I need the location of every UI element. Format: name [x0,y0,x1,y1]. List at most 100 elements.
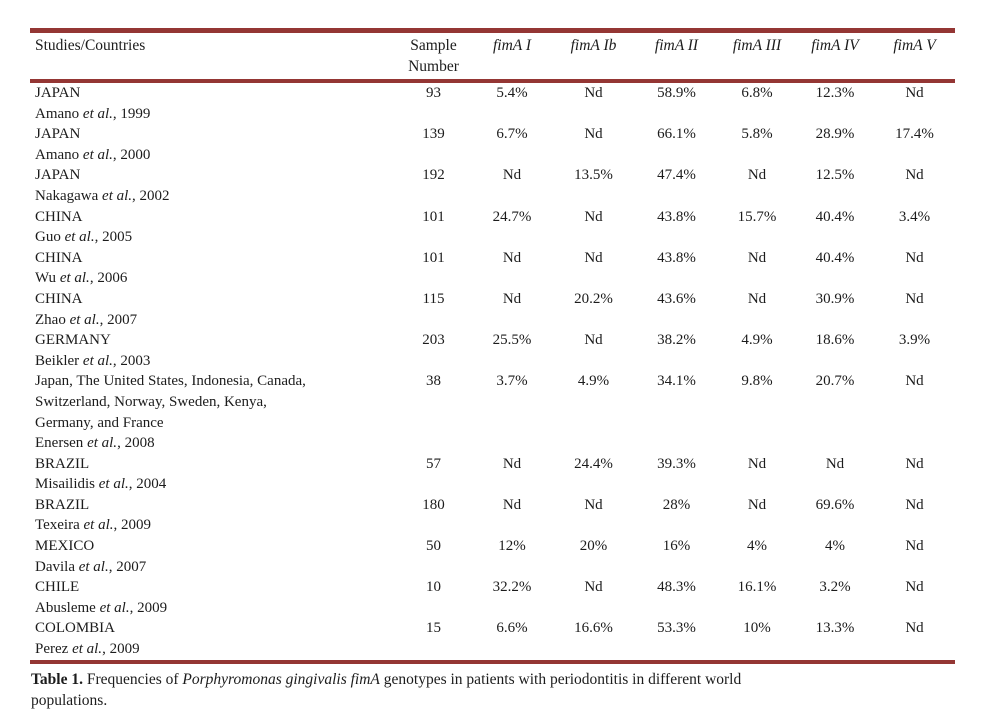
citation-suffix: , 2003 [112,352,151,369]
table-row: JAPAN Amano et al., 1999 93 5.4% Nd 58.9%… [30,81,955,124]
value-cell: 139 [422,126,445,143]
value-cell: 4.9% [741,332,773,349]
caption-species-name: Porphyromonas gingivalis fimA [182,670,380,688]
table-row: CHINA Guo et al., 2005 101 24.7% Nd 43.8%… [30,207,955,248]
value-cell: 20.7% [815,373,855,390]
citation-etal: et al. [102,187,133,204]
value-cell: Nd [747,290,767,307]
citation: Abusleme et al., 2009 [35,598,395,619]
value-cell: 28.9% [815,126,855,143]
table-row: Japan, The United States, Indonesia, Can… [30,371,955,453]
study-line: CHINA [35,208,83,225]
value-cell: 53.3% [657,620,696,637]
citation-etal: et al. [98,476,129,493]
value-cell: 5.4% [496,85,528,101]
citation-suffix: , 2007 [99,311,138,328]
value-cell: 3.9% [898,332,931,349]
table-row: BRAZIL Texeira et al., 2009 180 Nd Nd 28%… [30,495,955,536]
citation-etal: et al. [78,558,109,575]
study-cell: COLOMBIA Perez et al., 2009 [30,618,395,661]
value-cell: 30.9% [815,290,855,307]
value-cell: 4.9% [577,373,610,390]
value-cell: Nd [584,126,603,143]
citation: Davila et al., 2007 [35,557,395,578]
citation-prefix: Beikler [35,352,83,369]
value-cell: 180 [422,496,445,513]
value-cell: 69.6% [815,496,855,513]
value-cell: 20.2% [574,290,613,307]
citation-prefix: Amano [35,146,83,163]
citation-prefix: Texeira [35,517,84,534]
value-cell: 18.6% [815,332,855,349]
citation-suffix: , 2008 [117,435,155,452]
study-cell: CHINA Wu et al., 2006 [30,248,395,289]
value-cell: Nd [502,167,522,184]
value-cell: 6.7% [496,126,528,143]
value-cell: 15 [426,620,441,637]
column-header-fima-iv: fimA IV [796,30,874,83]
study-line: CHILE [35,579,80,596]
column-header-fima-i: fimA I [472,30,552,83]
value-cell: Nd [905,373,924,390]
citation-etal: et al. [87,435,118,452]
value-cell: 10% [743,620,771,637]
study-line: CHINA [35,249,83,266]
table-row: BRAZIL Misailidis et al., 2004 57 Nd 24.4… [30,454,955,495]
value-cell: Nd [747,455,767,472]
value-cell: Nd [905,249,924,266]
value-cell: 43.8% [657,249,696,266]
value-cell: Nd [502,249,522,266]
value-cell: 13.5% [574,167,613,184]
citation-prefix: Enersen [35,435,88,452]
study-cell: CHINA Zhao et al., 2007 [30,289,395,330]
citation-etal: et al. [59,270,90,287]
value-cell: Nd [905,167,924,184]
value-cell: 38 [426,373,441,390]
citation-suffix: , 2002 [132,187,170,204]
study-cell: BRAZIL Misailidis et al., 2004 [30,454,395,495]
table-row: CHILE Abusleme et al., 2009 10 32.2% Nd 4… [30,577,955,618]
study-cell: CHINA Guo et al., 2005 [30,207,395,248]
column-header-fima-ib: fimA Ib [552,30,635,83]
study-line: Germany, and France [35,414,164,431]
value-cell: 15.7% [737,208,777,225]
value-cell: Nd [584,85,603,101]
study-line: GERMANY [35,332,111,349]
table-row: CHINA Wu et al., 2006 101 Nd Nd 43.8% Nd … [30,248,955,289]
value-cell: 203 [422,332,445,349]
value-cell: 10 [426,579,441,596]
value-cell: 3.4% [898,208,931,225]
citation-suffix: , 2009 [129,599,168,616]
citation: Misailidis et al., 2004 [35,474,395,495]
value-cell: 13.3% [815,620,855,637]
table-row: JAPAN Nakagawa et al., 2002 192 Nd 13.5% … [30,165,955,206]
value-cell: 28% [662,496,691,513]
value-cell: 24.4% [574,455,613,472]
value-cell: Nd [584,579,603,596]
study-line: JAPAN [35,126,81,143]
table-caption: Table 1. Frequencies of Porphyromonas gi… [30,669,955,712]
caption-line-2: populations. [31,692,108,710]
column-header-studies: Studies/Countries [30,30,395,83]
value-cell: 40.4% [815,249,855,266]
value-cell: 57 [426,455,441,472]
value-cell: Nd [905,496,924,513]
value-cell: Nd [584,332,603,349]
citation: Nakagawa et al., 2002 [35,186,395,207]
study-line: BRAZIL [35,455,90,472]
study-line: MEXICO [35,538,95,555]
value-cell: Nd [905,538,924,555]
citation-suffix: , 2007 [108,558,147,575]
citation-prefix: Misailidis [35,476,99,493]
value-cell: 101 [422,249,445,266]
table-body: JAPAN Amano et al., 1999 93 5.4% Nd 58.9%… [30,81,955,662]
citation: Beikler et al., 2003 [35,351,395,372]
citation-prefix: Wu [35,270,60,287]
citation-etal: et al. [69,311,100,328]
citation-suffix: , 1999 [112,105,151,122]
value-cell: 25.5% [492,332,532,349]
table-header-row: Studies/Countries Sample Number fimA I f… [30,30,955,83]
table-row: MEXICO Davila et al., 2007 50 12% 20% 16%… [30,536,955,577]
column-header-fima-ii: fimA II [635,30,718,83]
citation-etal: et al. [64,229,95,246]
